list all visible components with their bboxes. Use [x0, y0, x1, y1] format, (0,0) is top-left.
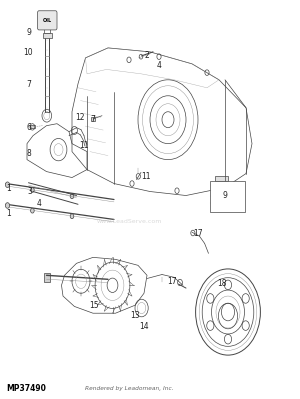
Text: 15: 15 [90, 301, 99, 310]
Text: 11: 11 [141, 172, 150, 181]
Text: 12: 12 [75, 113, 84, 122]
Text: 11: 11 [79, 141, 89, 150]
Text: 6: 6 [26, 123, 31, 132]
Circle shape [5, 203, 10, 208]
Circle shape [5, 182, 10, 188]
Text: 14: 14 [139, 322, 149, 331]
FancyBboxPatch shape [210, 181, 245, 212]
Text: 10: 10 [24, 48, 33, 57]
Text: 7: 7 [91, 115, 95, 124]
Text: 13: 13 [130, 311, 140, 320]
Text: 3: 3 [28, 187, 32, 196]
Text: www.LeadServe.com: www.LeadServe.com [96, 219, 162, 224]
Text: 9: 9 [26, 28, 31, 37]
Circle shape [70, 214, 74, 219]
FancyBboxPatch shape [43, 33, 52, 38]
Text: MP37490: MP37490 [6, 384, 46, 393]
Text: 2: 2 [145, 51, 149, 59]
FancyBboxPatch shape [214, 176, 228, 181]
Text: OIL: OIL [43, 18, 52, 23]
Text: 4: 4 [157, 61, 161, 70]
Text: 4: 4 [37, 199, 41, 208]
Text: 1: 1 [7, 209, 11, 218]
FancyBboxPatch shape [30, 125, 35, 128]
Text: 17: 17 [168, 277, 177, 286]
Text: 17: 17 [193, 229, 203, 238]
FancyBboxPatch shape [44, 273, 50, 282]
Circle shape [31, 208, 34, 213]
Text: 8: 8 [26, 149, 31, 158]
FancyBboxPatch shape [38, 11, 57, 30]
Text: 9: 9 [223, 191, 227, 200]
Text: 18: 18 [217, 279, 227, 288]
Text: 7: 7 [26, 80, 31, 89]
Text: 1: 1 [7, 184, 11, 193]
FancyBboxPatch shape [91, 117, 95, 121]
Circle shape [70, 194, 74, 199]
Circle shape [31, 188, 34, 192]
Text: Rendered by Leadomean, Inc.: Rendered by Leadomean, Inc. [85, 386, 173, 391]
